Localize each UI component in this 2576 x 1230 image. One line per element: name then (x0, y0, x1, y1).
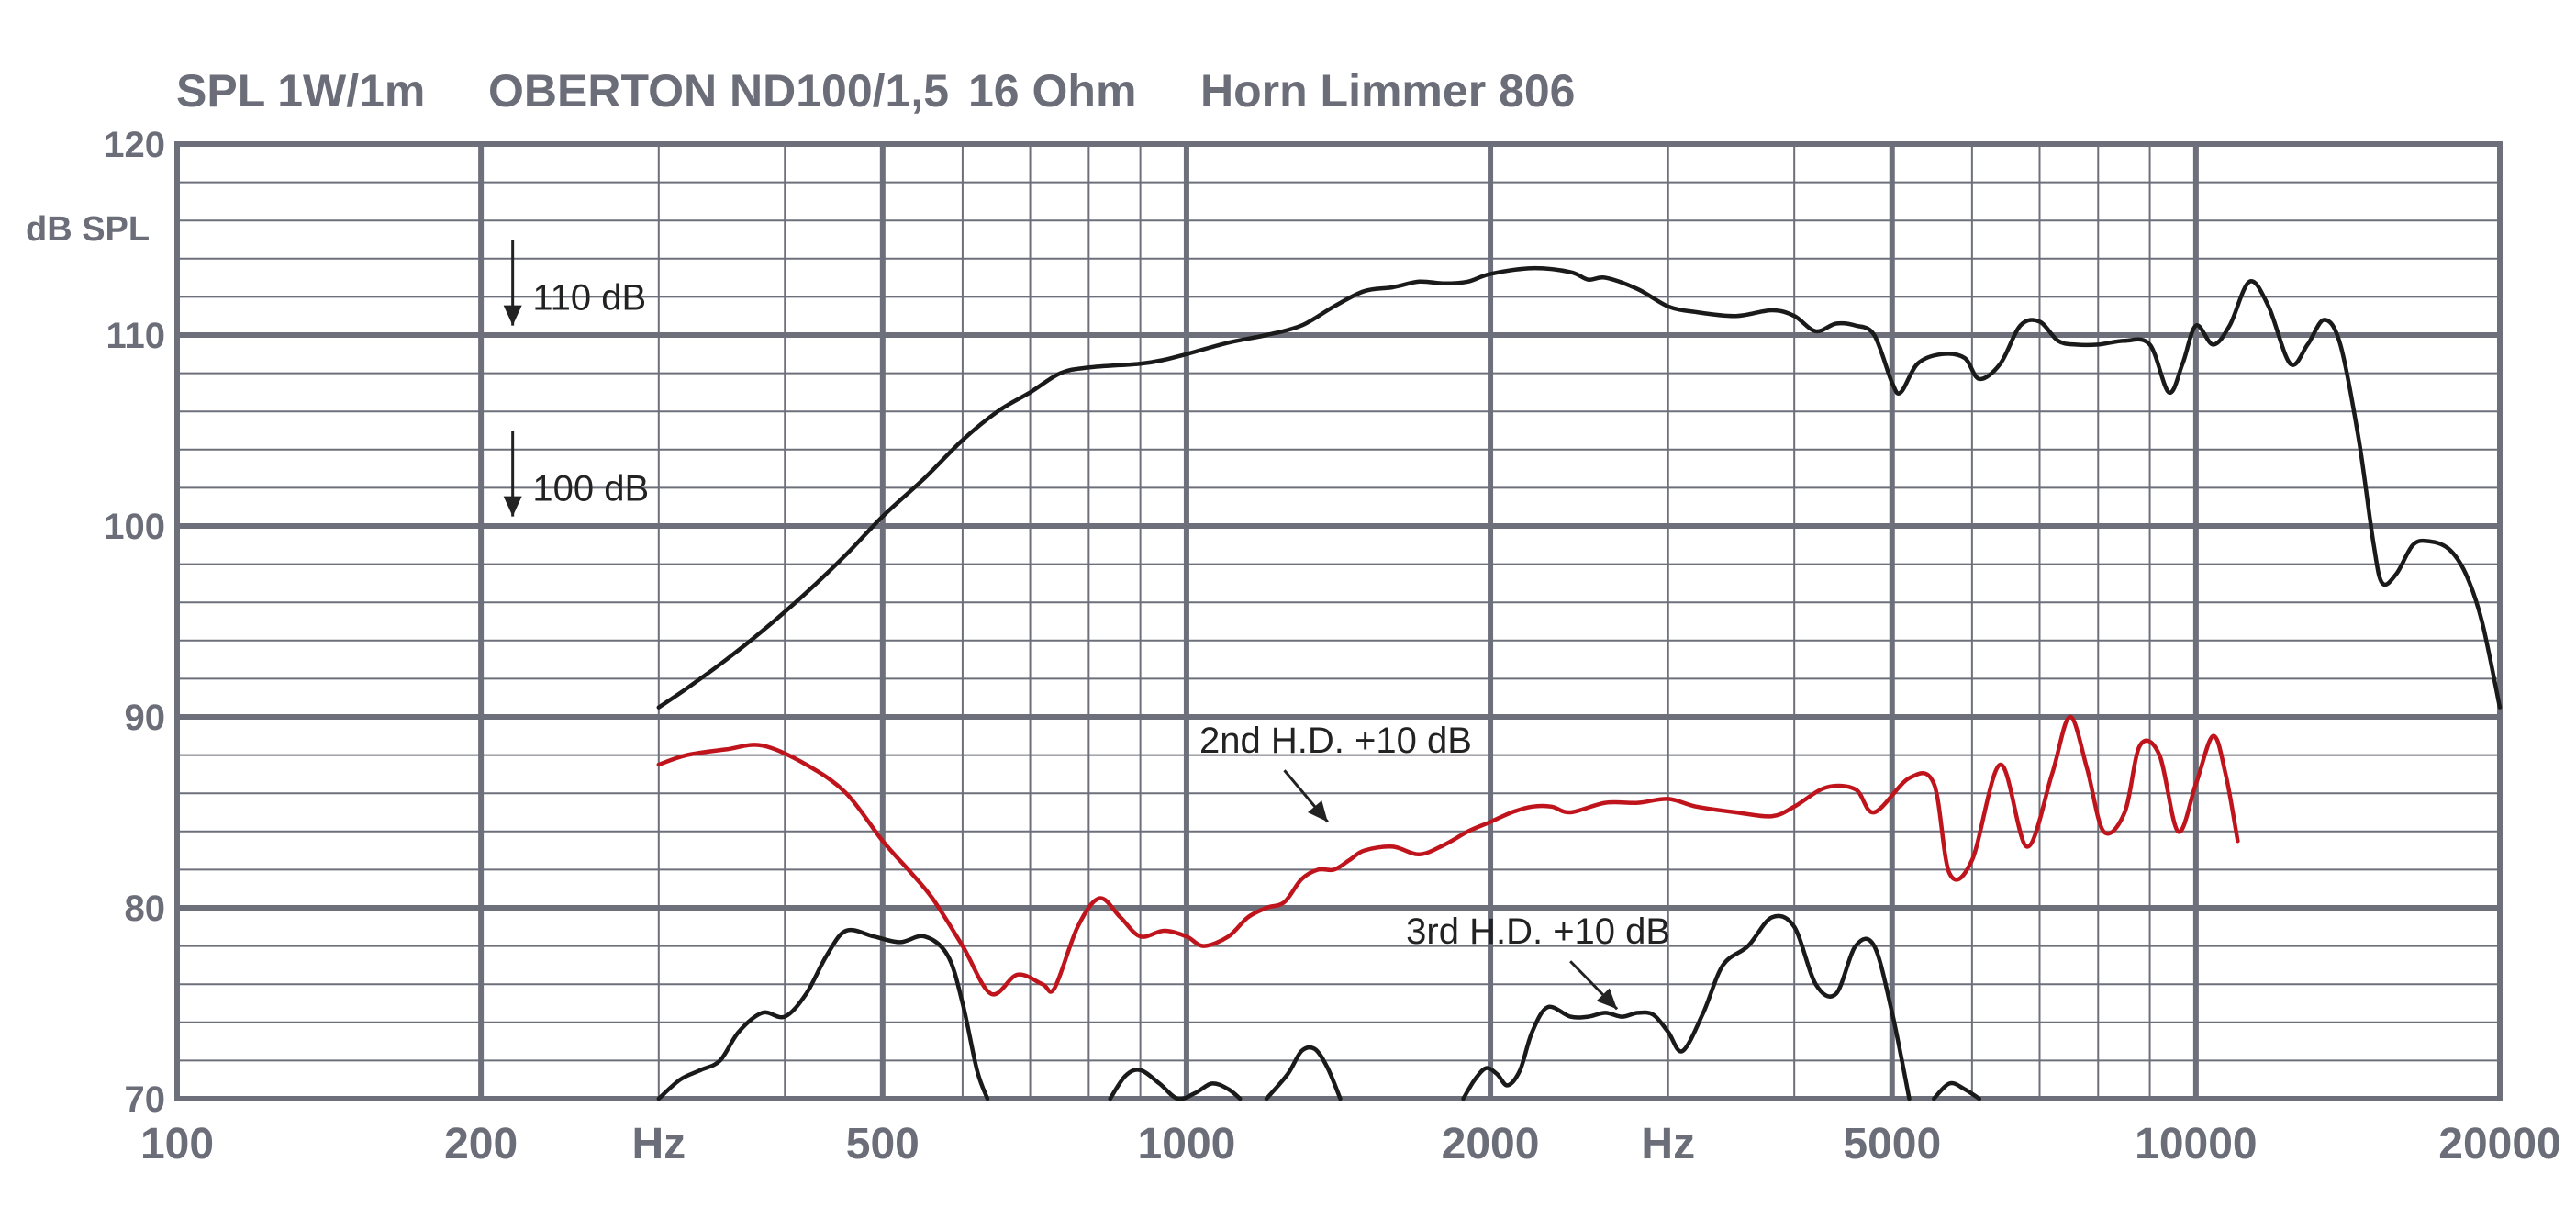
plot-border (174, 141, 2503, 1101)
x-tick-label: 500 (846, 1120, 920, 1168)
annotation-label: 3rd H.D. +10 dB (1406, 911, 1670, 952)
title-part-model: OBERTON ND100/1,5 (488, 65, 949, 117)
x-tick-label: Hz (1641, 1120, 1695, 1168)
annotation-label: 2nd H.D. +10 dB (1199, 721, 1472, 761)
annotation-arrow-head (503, 496, 522, 517)
chart-title: SPL 1W/1m OBERTON ND100/1,5 16 Ohm Horn … (176, 65, 1575, 117)
annotation-label: 100 dB (532, 468, 649, 509)
y-tick-label: 120 (104, 125, 165, 165)
third-harmonic-line-segment-0 (656, 927, 990, 1101)
y-tick-label: 80 (125, 889, 166, 929)
annotation-arrow-head (503, 305, 522, 326)
annotation-arrow-head (1307, 800, 1328, 822)
chart-grid (174, 141, 2503, 1101)
y-tick-label: 70 (125, 1079, 166, 1120)
title-part-spl: SPL 1W/1m (176, 65, 425, 117)
third-harmonic-line-segment-2 (1264, 1045, 1343, 1101)
second-harmonic-line (656, 714, 2240, 997)
third-harmonic-line-segment-3 (1461, 913, 1912, 1101)
x-tick-label: 10000 (2135, 1120, 2257, 1168)
chart-series-group (656, 265, 2503, 1101)
x-tick-label: 200 (444, 1120, 518, 1168)
y-tick-label: 90 (125, 698, 166, 738)
chart-annotations: 2nd H.D. +10 dB 3rd H.D. +10 dB 110 dB 100 … (503, 240, 1670, 1011)
chart-tick-labels: 100 200 Hz 500 1000 2000 Hz 5000 10000 20000 120 11… (104, 125, 2560, 1168)
third-harmonic-line-segment-1 (1108, 1068, 1243, 1101)
x-tick-label: 20000 (2438, 1120, 2560, 1168)
third-harmonic-line-segment-4 (1932, 1080, 1982, 1101)
y-tick-label: 110 (106, 316, 165, 356)
x-tick-label: 1000 (1138, 1120, 1236, 1168)
y-axis-label: dB SPL (26, 210, 150, 249)
x-tick-label: 100 (140, 1120, 214, 1168)
y-tick-label: 100 (104, 507, 165, 547)
spl-response-line (656, 265, 2503, 710)
x-tick-label: 5000 (1843, 1120, 1941, 1168)
annotation-label: 110 dB (532, 277, 646, 318)
annotation-arrow-head (1596, 988, 1618, 1010)
title-part-horn: Horn Limmer 806 (1200, 65, 1575, 117)
x-tick-label: 2000 (1442, 1120, 1540, 1168)
x-tick-label: Hz (631, 1120, 686, 1168)
title-part-impedance: 16 Ohm (968, 65, 1136, 117)
